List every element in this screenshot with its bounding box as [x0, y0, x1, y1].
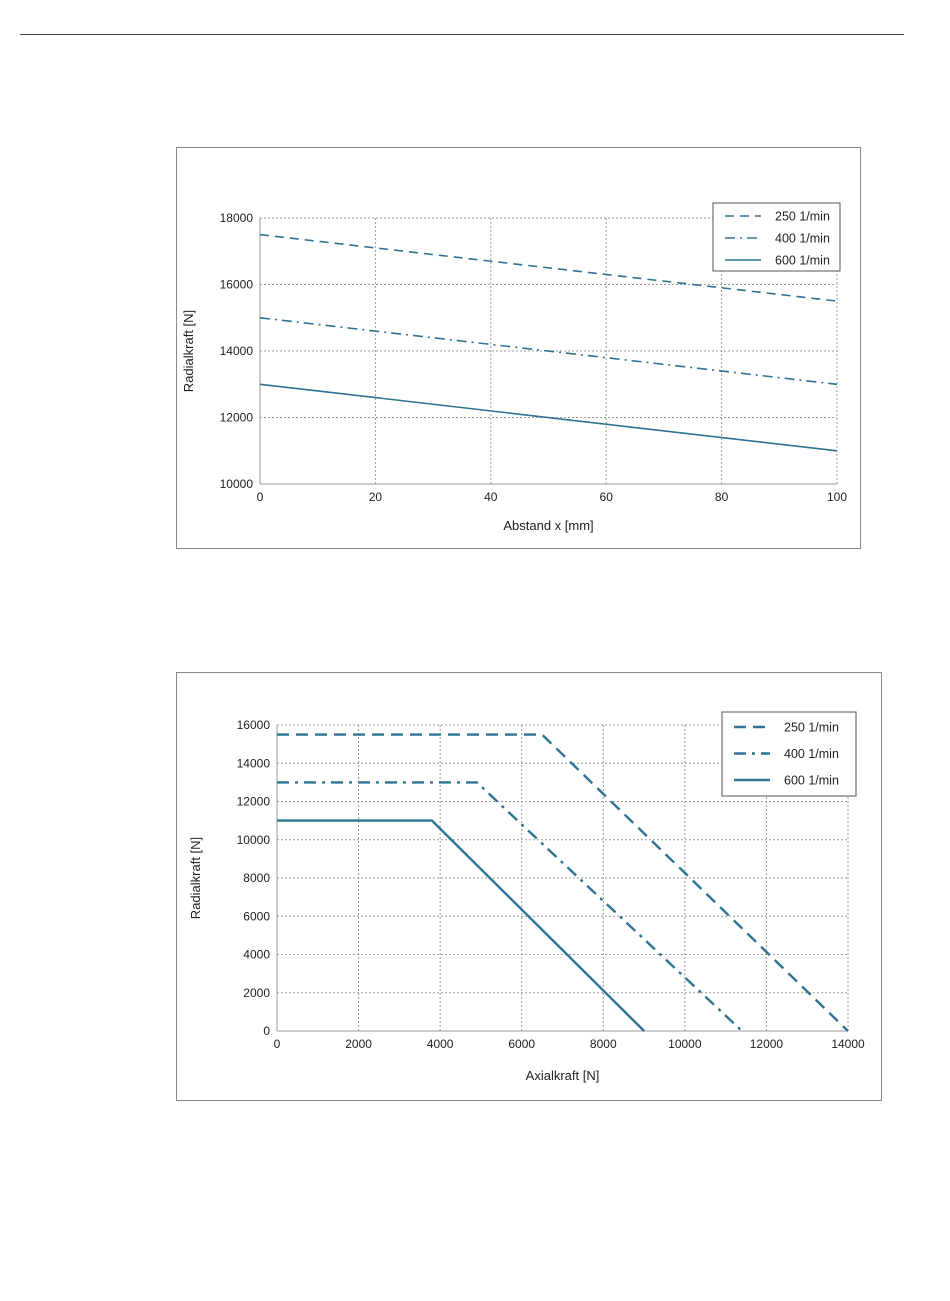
x-tick-label: 100 — [827, 490, 847, 504]
legend-label: 400 1/min — [775, 232, 830, 246]
chart-2-svg: 0 2000 4000 6000 8000 10000 12000 14000 0 2000 400… — [188, 711, 865, 1083]
chart-1-svg: 0 20 40 60 80 100 10000 12000 14000 16000 18000 Abs… — [181, 202, 847, 533]
x-tick-label: 12000 — [750, 1037, 784, 1051]
y-tick-label: 14000 — [220, 344, 254, 358]
legend-label: 250 1/min — [775, 210, 830, 224]
series-line-400 — [259, 317, 838, 386]
x-axis-title: Axialkraft [N] — [526, 1068, 600, 1083]
x-axis-title: Abstand x [mm] — [503, 518, 593, 533]
x-tick-label: 14000 — [831, 1037, 865, 1051]
legend-label: 250 1/min — [784, 721, 839, 735]
y-axis-title: Radialkraft [N] — [188, 837, 203, 919]
x-tick-label: 4000 — [427, 1037, 454, 1051]
y-tick-label: 16000 — [237, 718, 271, 732]
x-tick-label: 2000 — [345, 1037, 372, 1051]
y-tick-label: 14000 — [237, 756, 271, 770]
x-tick-label: 6000 — [508, 1037, 535, 1051]
y-tick-label: 12000 — [237, 795, 271, 809]
y-tick-label: 18000 — [220, 211, 254, 225]
page-header-rule — [20, 34, 904, 35]
legend-label: 600 1/min — [775, 254, 830, 268]
y-tick-label: 8000 — [243, 871, 270, 885]
legend-label: 600 1/min — [784, 774, 839, 788]
y-tick-label: 12000 — [220, 411, 254, 425]
y-tick-label: 16000 — [220, 278, 254, 292]
series-line-400 — [277, 781, 743, 1032]
x-tick-label: 60 — [600, 490, 614, 504]
y-axis-title: Radialkraft [N] — [181, 310, 196, 392]
series-line-250 — [259, 233, 838, 302]
x-tick-label: 40 — [484, 490, 498, 504]
x-tick-label: 10000 — [668, 1037, 702, 1051]
y-tick-label: 10000 — [220, 477, 254, 491]
x-tick-label: 0 — [274, 1037, 281, 1051]
y-tick-label: 4000 — [243, 948, 270, 962]
x-tick-label: 80 — [715, 490, 729, 504]
x-tick-label: 0 — [257, 490, 264, 504]
y-tick-label: 0 — [263, 1024, 270, 1038]
x-tick-label: 20 — [369, 490, 383, 504]
y-tick-label: 2000 — [243, 986, 270, 1000]
legend-label: 400 1/min — [784, 747, 839, 761]
series-line-600 — [277, 819, 645, 1032]
chart-radial-force-vs-distance: 0 20 40 60 80 100 10000 12000 14000 16000 18000 Abs… — [176, 147, 861, 549]
chart-radial-vs-axial-force: 0 2000 4000 6000 8000 10000 12000 14000 0 2000 400… — [176, 672, 882, 1101]
y-tick-label: 10000 — [237, 833, 271, 847]
y-tick-label: 6000 — [243, 909, 270, 923]
x-tick-label: 8000 — [590, 1037, 617, 1051]
series-line-600 — [259, 383, 838, 452]
